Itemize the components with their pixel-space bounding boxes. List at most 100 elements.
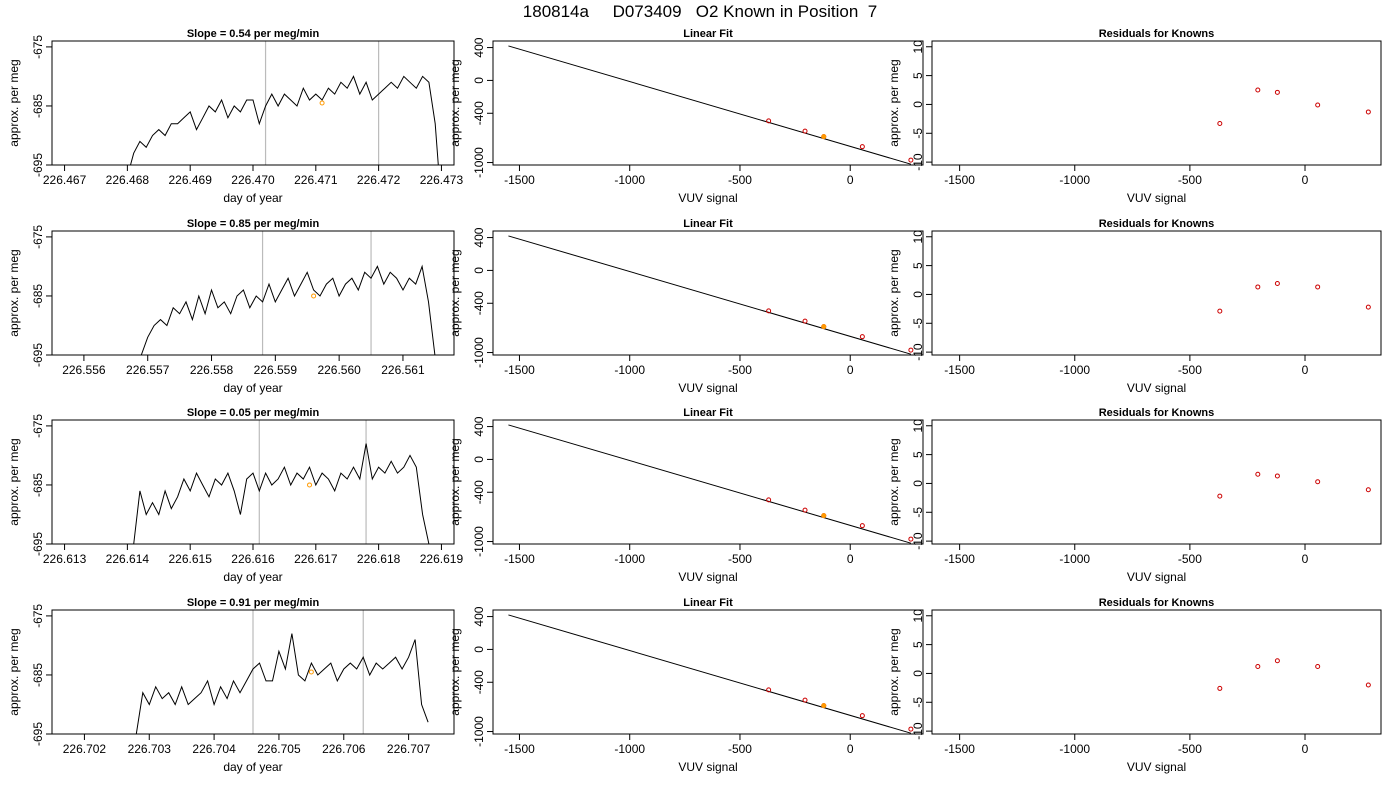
data-point: [1274, 658, 1280, 664]
fit-line: [508, 45, 912, 165]
plot-frame: [931, 609, 1382, 735]
x-tick-label: -1500: [944, 173, 975, 187]
x-tick-label: 226.618: [357, 552, 401, 566]
x-tick-label: 226.559: [254, 363, 298, 377]
y-tick-label: -675: [31, 414, 45, 438]
y-axis-label: approx. per meg: [448, 249, 462, 336]
plot-data: [130, 41, 439, 165]
data-point: [1365, 682, 1371, 688]
data-point: [1274, 89, 1280, 95]
x-tick-label: 0: [1302, 173, 1309, 187]
x-tick-label: -500: [728, 742, 752, 756]
x-tick-label: -1000: [1059, 552, 1090, 566]
y-tick-label: -675: [31, 604, 45, 628]
highlight-point: [319, 100, 325, 106]
x-tick-label: 226.468: [106, 173, 150, 187]
y-tick-label: -10: [911, 722, 925, 740]
x-tick-label: 226.557: [126, 363, 170, 377]
y-tick-label: -5: [911, 128, 925, 139]
plot-frame: [931, 40, 1382, 166]
plot-data: [508, 45, 914, 165]
data-point: [1217, 120, 1223, 126]
panel-title: Residuals for Knowns: [1099, 597, 1215, 609]
x-tick-label: 226.615: [168, 552, 212, 566]
panel-row2-timeseries: Slope = 0.85 per meg/min 226.556 226.557 22…: [7, 218, 455, 395]
y-tick-label: -695: [31, 532, 45, 556]
y-tick-label: -685: [31, 473, 45, 497]
y-tick-label: 0: [472, 77, 486, 84]
panel-title: Linear Fit: [683, 218, 733, 230]
y-tick-label: -1000: [472, 337, 486, 368]
y-axis-label: approx. per meg: [887, 59, 901, 146]
x-tick-label: -1000: [1059, 363, 1090, 377]
plot-frame: [51, 230, 455, 356]
x-axis-label: VUV signal: [1127, 570, 1186, 584]
series-line: [135, 633, 429, 734]
y-tick-label: 10: [911, 40, 925, 54]
panel-title: Residuals for Knowns: [1099, 407, 1215, 419]
plot-data: [140, 231, 436, 355]
x-tick-label: 226.613: [43, 552, 87, 566]
y-axis-label: approx. per meg: [7, 628, 21, 715]
panel-row4-residuals: Residuals for Knowns -1500 -1000 -500 0 VUV s…: [887, 597, 1382, 774]
plot-frame: [492, 609, 924, 735]
x-tick-label: -1000: [1059, 173, 1090, 187]
plot-frame: [51, 40, 455, 166]
plot-frame: [492, 419, 924, 545]
series-line: [130, 75, 439, 165]
data-point: [802, 697, 808, 703]
x-tick-label: 0: [847, 363, 854, 377]
x-tick-label: -1500: [944, 742, 975, 756]
data-point: [766, 308, 772, 314]
data-point: [1255, 284, 1261, 290]
y-axis-label: approx. per meg: [448, 59, 462, 146]
x-tick-label: 0: [1302, 552, 1309, 566]
panel-title: Slope = 0.54 per meg/min: [187, 28, 320, 40]
x-tick-label: 226.616: [231, 552, 275, 566]
y-tick-label: 10: [911, 230, 925, 244]
plot-data: [1217, 658, 1371, 691]
plot-data: [508, 424, 914, 544]
panel-row4-timeseries: Slope = 0.91 per meg/min 226.702 226.703 22…: [7, 597, 455, 774]
y-tick-label: -1000: [472, 147, 486, 178]
x-tick-label: 226.703: [128, 742, 172, 756]
plot-frame: [931, 419, 1382, 545]
data-point: [1315, 664, 1321, 670]
x-tick-label: -500: [1178, 173, 1202, 187]
panel-row3-timeseries: Slope = 0.05 per meg/min 226.613 226.614 22…: [7, 407, 463, 584]
series-line: [140, 264, 436, 355]
x-axis-label: day of year: [223, 381, 282, 395]
y-axis-label: approx. per meg: [7, 59, 21, 146]
x-tick-label: 226.561: [381, 363, 425, 377]
y-tick-label: -1000: [472, 716, 486, 747]
plot-frame: [931, 230, 1382, 356]
y-tick-label: 0: [911, 480, 925, 487]
y-tick-label: -400: [472, 480, 486, 504]
plot-frame: [51, 609, 455, 735]
data-point: [908, 347, 914, 353]
data-point: [859, 334, 865, 340]
x-tick-label: 226.472: [357, 173, 401, 187]
x-tick-label: -1000: [614, 552, 645, 566]
data-point: [1217, 685, 1223, 691]
x-tick-label: 0: [1302, 742, 1309, 756]
panel-title: Residuals for Knowns: [1099, 218, 1215, 230]
panel-title: Slope = 0.85 per meg/min: [187, 218, 320, 230]
highlight-point: [821, 324, 827, 330]
x-tick-label: -500: [1178, 742, 1202, 756]
x-tick-label: 0: [1302, 363, 1309, 377]
y-axis-label: approx. per meg: [887, 628, 901, 715]
x-axis-label: VUV signal: [678, 191, 737, 205]
data-point: [1274, 473, 1280, 479]
y-tick-label: -400: [472, 101, 486, 125]
x-tick-label: 226.614: [106, 552, 150, 566]
x-axis-label: VUV signal: [678, 570, 737, 584]
y-tick-label: 400: [472, 227, 486, 247]
data-point: [1255, 664, 1261, 670]
x-tick-label: 226.467: [43, 173, 87, 187]
panel-row4-fit: Linear Fit -1500 -1000 -500 0 VUV signal 400 0 -…: [448, 597, 924, 774]
x-tick-label: -1500: [504, 742, 535, 756]
panel-title: Slope = 0.05 per meg/min: [187, 407, 320, 419]
y-tick-label: 0: [472, 646, 486, 653]
data-point: [1274, 280, 1280, 286]
